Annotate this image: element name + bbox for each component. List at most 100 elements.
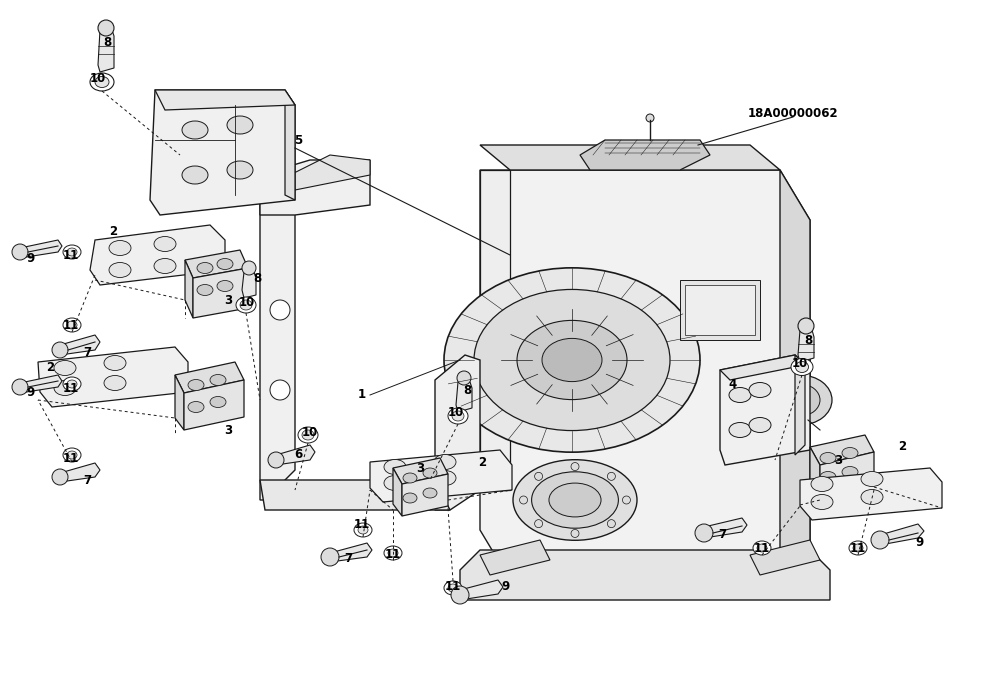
- Text: 6: 6: [294, 449, 302, 462]
- Text: 11: 11: [354, 519, 370, 532]
- Ellipse shape: [452, 411, 464, 421]
- Ellipse shape: [63, 377, 81, 391]
- Ellipse shape: [302, 430, 314, 440]
- Polygon shape: [326, 543, 372, 562]
- Text: 3: 3: [834, 453, 842, 466]
- Polygon shape: [720, 355, 805, 380]
- Ellipse shape: [354, 523, 372, 537]
- Ellipse shape: [109, 263, 131, 277]
- Ellipse shape: [729, 387, 751, 402]
- Ellipse shape: [842, 466, 858, 477]
- Circle shape: [98, 20, 114, 36]
- Text: 3: 3: [224, 294, 232, 306]
- Polygon shape: [780, 170, 810, 580]
- Polygon shape: [150, 90, 295, 215]
- Text: 7: 7: [83, 345, 91, 358]
- Ellipse shape: [188, 380, 204, 391]
- Circle shape: [52, 342, 68, 358]
- Text: 10: 10: [239, 296, 255, 308]
- Polygon shape: [98, 30, 114, 72]
- Ellipse shape: [403, 493, 417, 503]
- Text: 9: 9: [26, 387, 34, 400]
- Polygon shape: [260, 175, 295, 500]
- Text: 3: 3: [416, 462, 424, 475]
- Polygon shape: [810, 435, 874, 465]
- Polygon shape: [272, 445, 315, 465]
- Text: 8: 8: [103, 36, 111, 48]
- Bar: [680, 280, 760, 340]
- Text: 11: 11: [445, 579, 461, 592]
- Polygon shape: [876, 524, 924, 545]
- Polygon shape: [750, 540, 820, 575]
- Ellipse shape: [67, 451, 77, 459]
- Circle shape: [607, 473, 615, 480]
- Polygon shape: [193, 268, 248, 318]
- Circle shape: [270, 300, 290, 320]
- Ellipse shape: [63, 448, 81, 462]
- Text: 4: 4: [729, 378, 737, 391]
- Polygon shape: [38, 347, 188, 407]
- Text: 11: 11: [63, 382, 79, 394]
- Text: 11: 11: [385, 548, 401, 561]
- Ellipse shape: [67, 248, 77, 256]
- Polygon shape: [798, 330, 814, 362]
- Text: 8: 8: [804, 334, 812, 347]
- Polygon shape: [242, 272, 256, 298]
- Ellipse shape: [853, 544, 863, 552]
- Ellipse shape: [384, 475, 406, 491]
- Ellipse shape: [67, 321, 77, 329]
- Ellipse shape: [448, 584, 458, 592]
- Ellipse shape: [820, 453, 836, 464]
- Text: 2: 2: [898, 440, 906, 453]
- Polygon shape: [435, 355, 480, 510]
- Polygon shape: [480, 145, 780, 170]
- Ellipse shape: [757, 544, 767, 552]
- Ellipse shape: [154, 237, 176, 252]
- Ellipse shape: [90, 73, 114, 91]
- Ellipse shape: [749, 383, 771, 398]
- Ellipse shape: [188, 402, 204, 413]
- Ellipse shape: [104, 356, 126, 371]
- Ellipse shape: [95, 76, 109, 87]
- Ellipse shape: [67, 380, 77, 388]
- Polygon shape: [184, 380, 244, 430]
- Ellipse shape: [444, 581, 462, 595]
- Polygon shape: [285, 90, 295, 200]
- Circle shape: [535, 473, 543, 480]
- Text: 9: 9: [501, 579, 509, 592]
- Text: 10: 10: [792, 356, 808, 369]
- Ellipse shape: [63, 318, 81, 332]
- Polygon shape: [17, 240, 62, 258]
- Ellipse shape: [820, 471, 836, 482]
- Ellipse shape: [210, 396, 226, 407]
- Ellipse shape: [811, 477, 833, 491]
- Text: 2: 2: [478, 455, 486, 469]
- Ellipse shape: [236, 297, 256, 313]
- Polygon shape: [90, 225, 225, 285]
- Polygon shape: [393, 458, 448, 484]
- Ellipse shape: [54, 380, 76, 396]
- Ellipse shape: [182, 121, 208, 139]
- Circle shape: [520, 496, 528, 504]
- Ellipse shape: [240, 300, 252, 310]
- Text: 7: 7: [344, 552, 352, 564]
- Text: 10: 10: [90, 72, 106, 85]
- Ellipse shape: [474, 290, 670, 431]
- Text: 11: 11: [63, 451, 79, 464]
- Ellipse shape: [861, 489, 883, 504]
- Ellipse shape: [532, 472, 618, 528]
- Ellipse shape: [182, 166, 208, 184]
- Ellipse shape: [217, 281, 233, 292]
- Polygon shape: [795, 355, 805, 455]
- Ellipse shape: [861, 471, 883, 486]
- Ellipse shape: [197, 263, 213, 274]
- Circle shape: [571, 462, 579, 471]
- Circle shape: [695, 524, 713, 542]
- Polygon shape: [480, 170, 810, 580]
- Polygon shape: [155, 90, 295, 110]
- Ellipse shape: [842, 447, 858, 458]
- Circle shape: [798, 318, 814, 334]
- Circle shape: [52, 469, 68, 485]
- Text: 11: 11: [63, 319, 79, 332]
- Text: 2: 2: [109, 224, 117, 237]
